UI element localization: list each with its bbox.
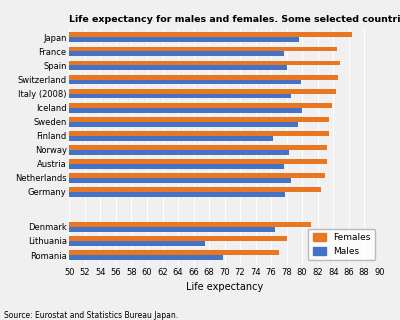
- Bar: [70, 236, 287, 241]
- Bar: [70, 173, 325, 178]
- Bar: [70, 164, 284, 169]
- Bar: [70, 227, 275, 232]
- X-axis label: Life expectancy: Life expectancy: [186, 282, 263, 292]
- Text: Life expectancy for males and females. Some selected countries. 2009: Life expectancy for males and females. S…: [70, 15, 400, 24]
- Legend: Females, Males: Females, Males: [308, 228, 375, 260]
- Bar: [70, 145, 327, 150]
- Bar: [70, 241, 205, 246]
- Bar: [70, 178, 290, 183]
- Bar: [70, 66, 287, 70]
- Bar: [70, 60, 340, 66]
- Bar: [70, 150, 289, 155]
- Bar: [70, 32, 352, 37]
- Bar: [70, 122, 298, 126]
- Bar: [70, 46, 337, 52]
- Bar: [70, 187, 321, 192]
- Bar: [70, 79, 301, 84]
- Bar: [70, 93, 290, 99]
- Bar: [70, 89, 336, 93]
- Bar: [70, 103, 332, 108]
- Bar: [70, 52, 284, 56]
- Bar: [70, 117, 329, 122]
- Bar: [70, 131, 329, 136]
- Bar: [70, 222, 311, 227]
- Bar: [70, 159, 327, 164]
- Bar: [70, 136, 274, 140]
- Bar: [70, 192, 285, 197]
- Text: Source: Eurostat and Statistics Bureau Japan.: Source: Eurostat and Statistics Bureau J…: [4, 311, 178, 320]
- Bar: [70, 255, 223, 260]
- Bar: [70, 37, 299, 42]
- Bar: [70, 108, 302, 113]
- Bar: [70, 250, 279, 255]
- Bar: [70, 75, 338, 79]
